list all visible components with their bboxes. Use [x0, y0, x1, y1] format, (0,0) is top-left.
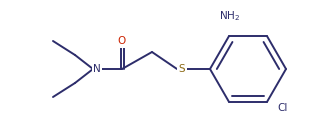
Text: Cl: Cl: [277, 103, 288, 113]
Text: O: O: [118, 36, 126, 46]
Text: S: S: [179, 64, 185, 74]
Text: NH$_2$: NH$_2$: [219, 9, 241, 23]
Text: N: N: [93, 64, 101, 74]
